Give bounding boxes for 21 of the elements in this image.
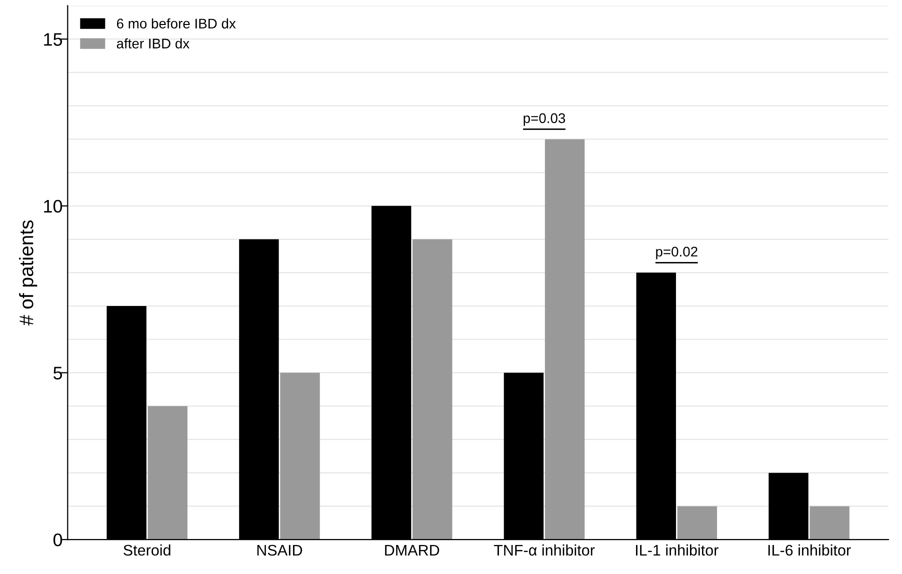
y-axis-title: # of patients: [19, 220, 38, 326]
bar: [810, 506, 850, 540]
x-tick-label: NSAID: [257, 544, 302, 556]
bar: [412, 239, 452, 540]
bar: [677, 506, 718, 540]
bar: [544, 139, 585, 540]
legend-label: 6 mo before IBD dx: [116, 18, 236, 29]
x-tick-label: TNF-α inhibitor: [494, 544, 595, 556]
x-tick-label: Steroid: [124, 544, 170, 556]
x-tick-label: IL-1 inhibitor: [636, 544, 718, 556]
y-tick-label: 15: [44, 33, 62, 46]
bar: [148, 406, 188, 540]
legend-label: after IBD dx: [116, 38, 190, 48]
bar: [280, 372, 320, 540]
y-tick-label: 10: [44, 200, 62, 213]
y-tick-label: 0: [53, 533, 62, 546]
x-tick-label: IL-6 inhibitor: [768, 544, 851, 556]
annotation: p=0.03: [524, 113, 566, 126]
x-tick-label: DMARD: [385, 544, 440, 556]
y-tick-label: 5: [53, 366, 62, 380]
annotation: p=0.02: [656, 246, 698, 260]
